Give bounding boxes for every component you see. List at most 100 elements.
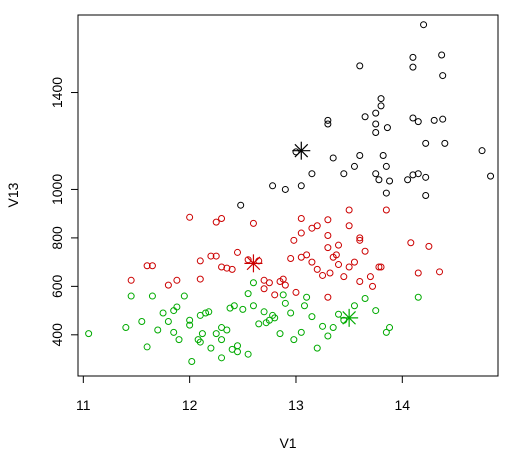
data-point-1 — [143, 262, 151, 270]
data-point-2 — [218, 336, 226, 344]
data-point-2 — [223, 326, 231, 334]
y-tick-label: 600 — [49, 274, 65, 298]
data-point-1 — [249, 219, 257, 227]
data-point-2 — [188, 357, 196, 365]
data-point-1 — [279, 275, 287, 283]
data-point-2 — [143, 343, 151, 351]
data-point-0 — [409, 53, 417, 61]
data-point-0 — [308, 170, 316, 178]
data-point-0 — [414, 118, 422, 126]
y-tick-label: 400 — [49, 323, 65, 347]
data-point-0 — [422, 192, 430, 199]
data-point-0 — [269, 182, 277, 190]
data-point-1 — [356, 236, 364, 244]
y-axis-label: V13 — [5, 182, 21, 207]
data-point-1 — [148, 262, 156, 270]
data-point-2 — [194, 336, 202, 344]
data-point-0 — [324, 120, 332, 128]
data-point-1 — [313, 222, 321, 230]
data-point-2 — [329, 324, 337, 332]
data-point-0 — [377, 102, 385, 110]
data-point-2 — [297, 328, 305, 336]
data-point-0 — [372, 120, 380, 128]
data-point-2 — [372, 307, 380, 315]
x-axis-label: V1 — [279, 435, 296, 451]
x-tick-label: 12 — [182, 397, 198, 413]
data-point-2 — [233, 348, 241, 356]
data-point-1 — [407, 239, 415, 247]
data-point-1 — [173, 276, 181, 284]
data-point-1 — [218, 215, 226, 223]
data-point-2 — [198, 330, 206, 338]
data-point-2 — [85, 330, 93, 338]
data-point-2 — [175, 336, 183, 344]
data-point-2 — [186, 321, 194, 329]
data-point-2 — [164, 317, 172, 325]
data-point-0 — [329, 154, 337, 162]
data-point-1 — [212, 218, 220, 226]
data-point-1 — [345, 222, 353, 230]
data-point-2 — [180, 292, 188, 300]
centroid-marker-2 — [340, 308, 359, 327]
data-point-0 — [372, 109, 380, 117]
data-point-2 — [170, 328, 178, 336]
data-point-0 — [356, 62, 364, 70]
data-point-0 — [379, 152, 387, 160]
data-point-2 — [281, 299, 289, 307]
data-point-1 — [324, 293, 332, 301]
data-point-2 — [148, 292, 156, 300]
data-point-1 — [127, 276, 135, 284]
data-point-0 — [297, 182, 305, 190]
data-point-2 — [244, 290, 252, 298]
data-point-1 — [207, 252, 215, 260]
y-tick-label: 1400 — [49, 77, 65, 108]
data-point-2 — [202, 309, 210, 317]
data-point-2 — [249, 302, 257, 310]
data-point-1 — [233, 248, 241, 256]
data-point-2 — [244, 350, 252, 358]
data-point-1 — [290, 236, 298, 244]
data-point-2 — [249, 279, 257, 287]
data-point-2 — [205, 308, 213, 316]
data-point-2 — [324, 332, 332, 340]
data-point-0 — [422, 139, 430, 147]
data-point-0 — [375, 176, 383, 184]
data-point-2 — [279, 291, 287, 299]
data-point-2 — [313, 344, 321, 352]
data-point-0 — [404, 176, 412, 184]
data-point-2 — [207, 344, 215, 352]
data-point-1 — [335, 261, 343, 269]
data-point-0 — [386, 177, 394, 185]
data-point-2 — [159, 309, 167, 317]
data-point-0 — [383, 124, 391, 132]
data-point-1 — [212, 252, 220, 260]
data-point-1 — [377, 263, 385, 271]
y-tick-label: 800 — [49, 226, 65, 250]
y-axis: 400 600 800 1000 1400 — [49, 77, 79, 347]
data-point-1 — [303, 251, 311, 259]
data-point-1 — [292, 288, 300, 296]
data-point-1 — [319, 271, 327, 279]
data-point-2 — [414, 293, 422, 301]
data-point-1 — [366, 273, 374, 281]
x-axis: 11 12 13 14 — [76, 375, 410, 413]
data-point-0 — [422, 173, 430, 181]
data-point-1 — [260, 285, 268, 293]
data-point-1 — [324, 231, 332, 239]
data-point-1 — [382, 206, 390, 214]
data-point-0 — [237, 201, 245, 209]
data-point-1 — [332, 251, 340, 259]
data-point-0 — [324, 116, 332, 124]
data-point-1 — [196, 275, 204, 283]
data-point-0 — [372, 170, 380, 178]
data-point-1 — [335, 241, 343, 249]
data-point-1 — [297, 215, 305, 223]
data-point-1 — [287, 254, 295, 262]
data-point-1 — [326, 269, 334, 277]
data-point-1 — [265, 279, 273, 287]
data-point-1 — [324, 244, 332, 252]
data-point-0 — [439, 72, 447, 80]
data-point-0 — [377, 95, 385, 103]
data-point-2 — [382, 328, 390, 336]
data-point-2 — [308, 313, 316, 321]
